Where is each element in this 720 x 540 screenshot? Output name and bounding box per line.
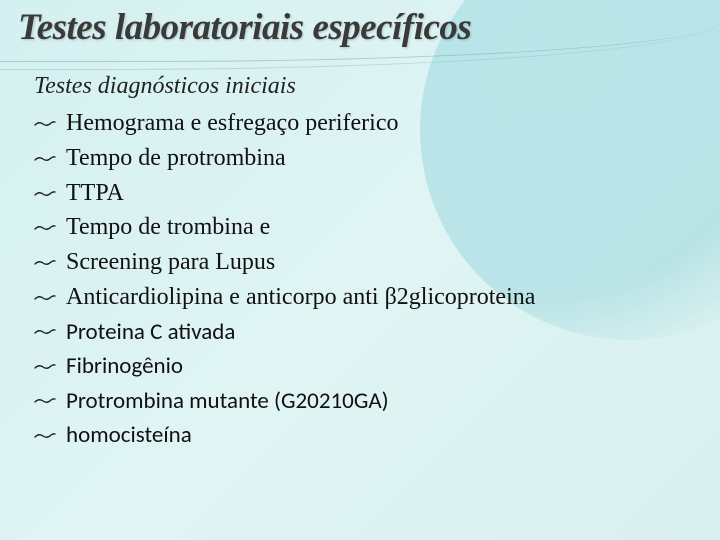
slide-subtitle: Testes diagnósticos iniciais: [34, 73, 692, 100]
bullet-list: Hemograma e esfregaço perifericoTempo de…: [34, 106, 692, 453]
list-item: TTPA: [34, 176, 692, 211]
list-item: Tempo de trombina e: [34, 210, 692, 245]
list-item: Anticardiolipina e anticorpo anti β2glic…: [34, 280, 692, 315]
list-item: Proteina C ativada: [34, 315, 692, 350]
list-item: homocisteína: [34, 418, 692, 453]
list-item: Fibrinogênio: [34, 349, 692, 384]
list-item: Screening para Lupus: [34, 245, 692, 280]
list-item: Hemograma e esfregaço periferico: [34, 106, 692, 141]
slide-title: Testes laboratoriais específicos: [18, 6, 692, 49]
list-item: Tempo de protrombina: [34, 141, 692, 176]
list-item: Protrombina mutante (G20210GA): [34, 384, 692, 419]
slide-content: Testes laboratoriais específicos Testes …: [0, 0, 720, 453]
